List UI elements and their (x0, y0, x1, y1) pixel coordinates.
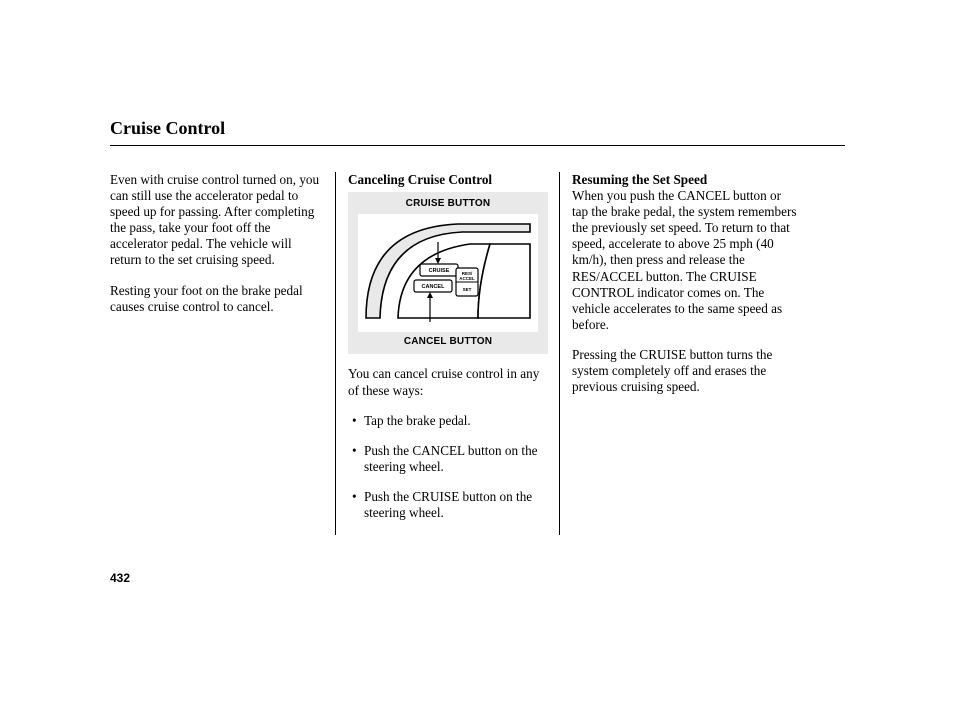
cancel-figure: CRUISE BUTTON CRUISE CANCEL R (348, 192, 548, 354)
page-number: 432 (110, 571, 130, 585)
col2-heading: Canceling Cruise Control (348, 172, 547, 188)
figure-top-label: CRUISE BUTTON (348, 198, 548, 210)
col3-body1: When you push the CANCEL button or tap t… (572, 188, 796, 332)
btn-cruise-label: CRUISE (429, 268, 450, 274)
col1-para2: Resting your foot on the brake pedal cau… (110, 283, 323, 315)
col3-para1: Resuming the Set SpeedWhen you push the … (572, 172, 800, 333)
col3-para2: Pressing the CRUISE button turns the sys… (572, 347, 800, 395)
page-title: Cruise Control (110, 118, 845, 146)
column-3: Resuming the Set SpeedWhen you push the … (560, 172, 800, 535)
btn-cancel-label: CANCEL (422, 284, 446, 290)
steering-buttons-diagram-icon: CRUISE CANCEL RES/ ACCEL SET (358, 214, 538, 332)
btn-res-label2: ACCEL (459, 276, 475, 281)
col2-intro: You can cancel cruise control in any of … (348, 366, 547, 398)
column-1: Even with cruise control turned on, you … (110, 172, 335, 535)
list-item: Push the CANCEL button on the steering w… (352, 443, 547, 475)
figure-bottom-label: CANCEL BUTTON (348, 336, 548, 348)
btn-res-label3: SET (463, 287, 472, 292)
cancel-methods-list: Tap the brake pedal. Push the CANCEL but… (348, 413, 547, 521)
list-item: Tap the brake pedal. (352, 413, 547, 429)
page-content: Cruise Control Even with cruise control … (110, 118, 845, 535)
column-container: Even with cruise control turned on, you … (110, 172, 845, 535)
list-item: Push the CRUISE button on the steering w… (352, 489, 547, 521)
col1-para1: Even with cruise control turned on, you … (110, 172, 323, 269)
column-2: Canceling Cruise Control CRUISE BUTTON C… (335, 172, 560, 535)
col3-heading: Resuming the Set Speed (572, 172, 707, 187)
